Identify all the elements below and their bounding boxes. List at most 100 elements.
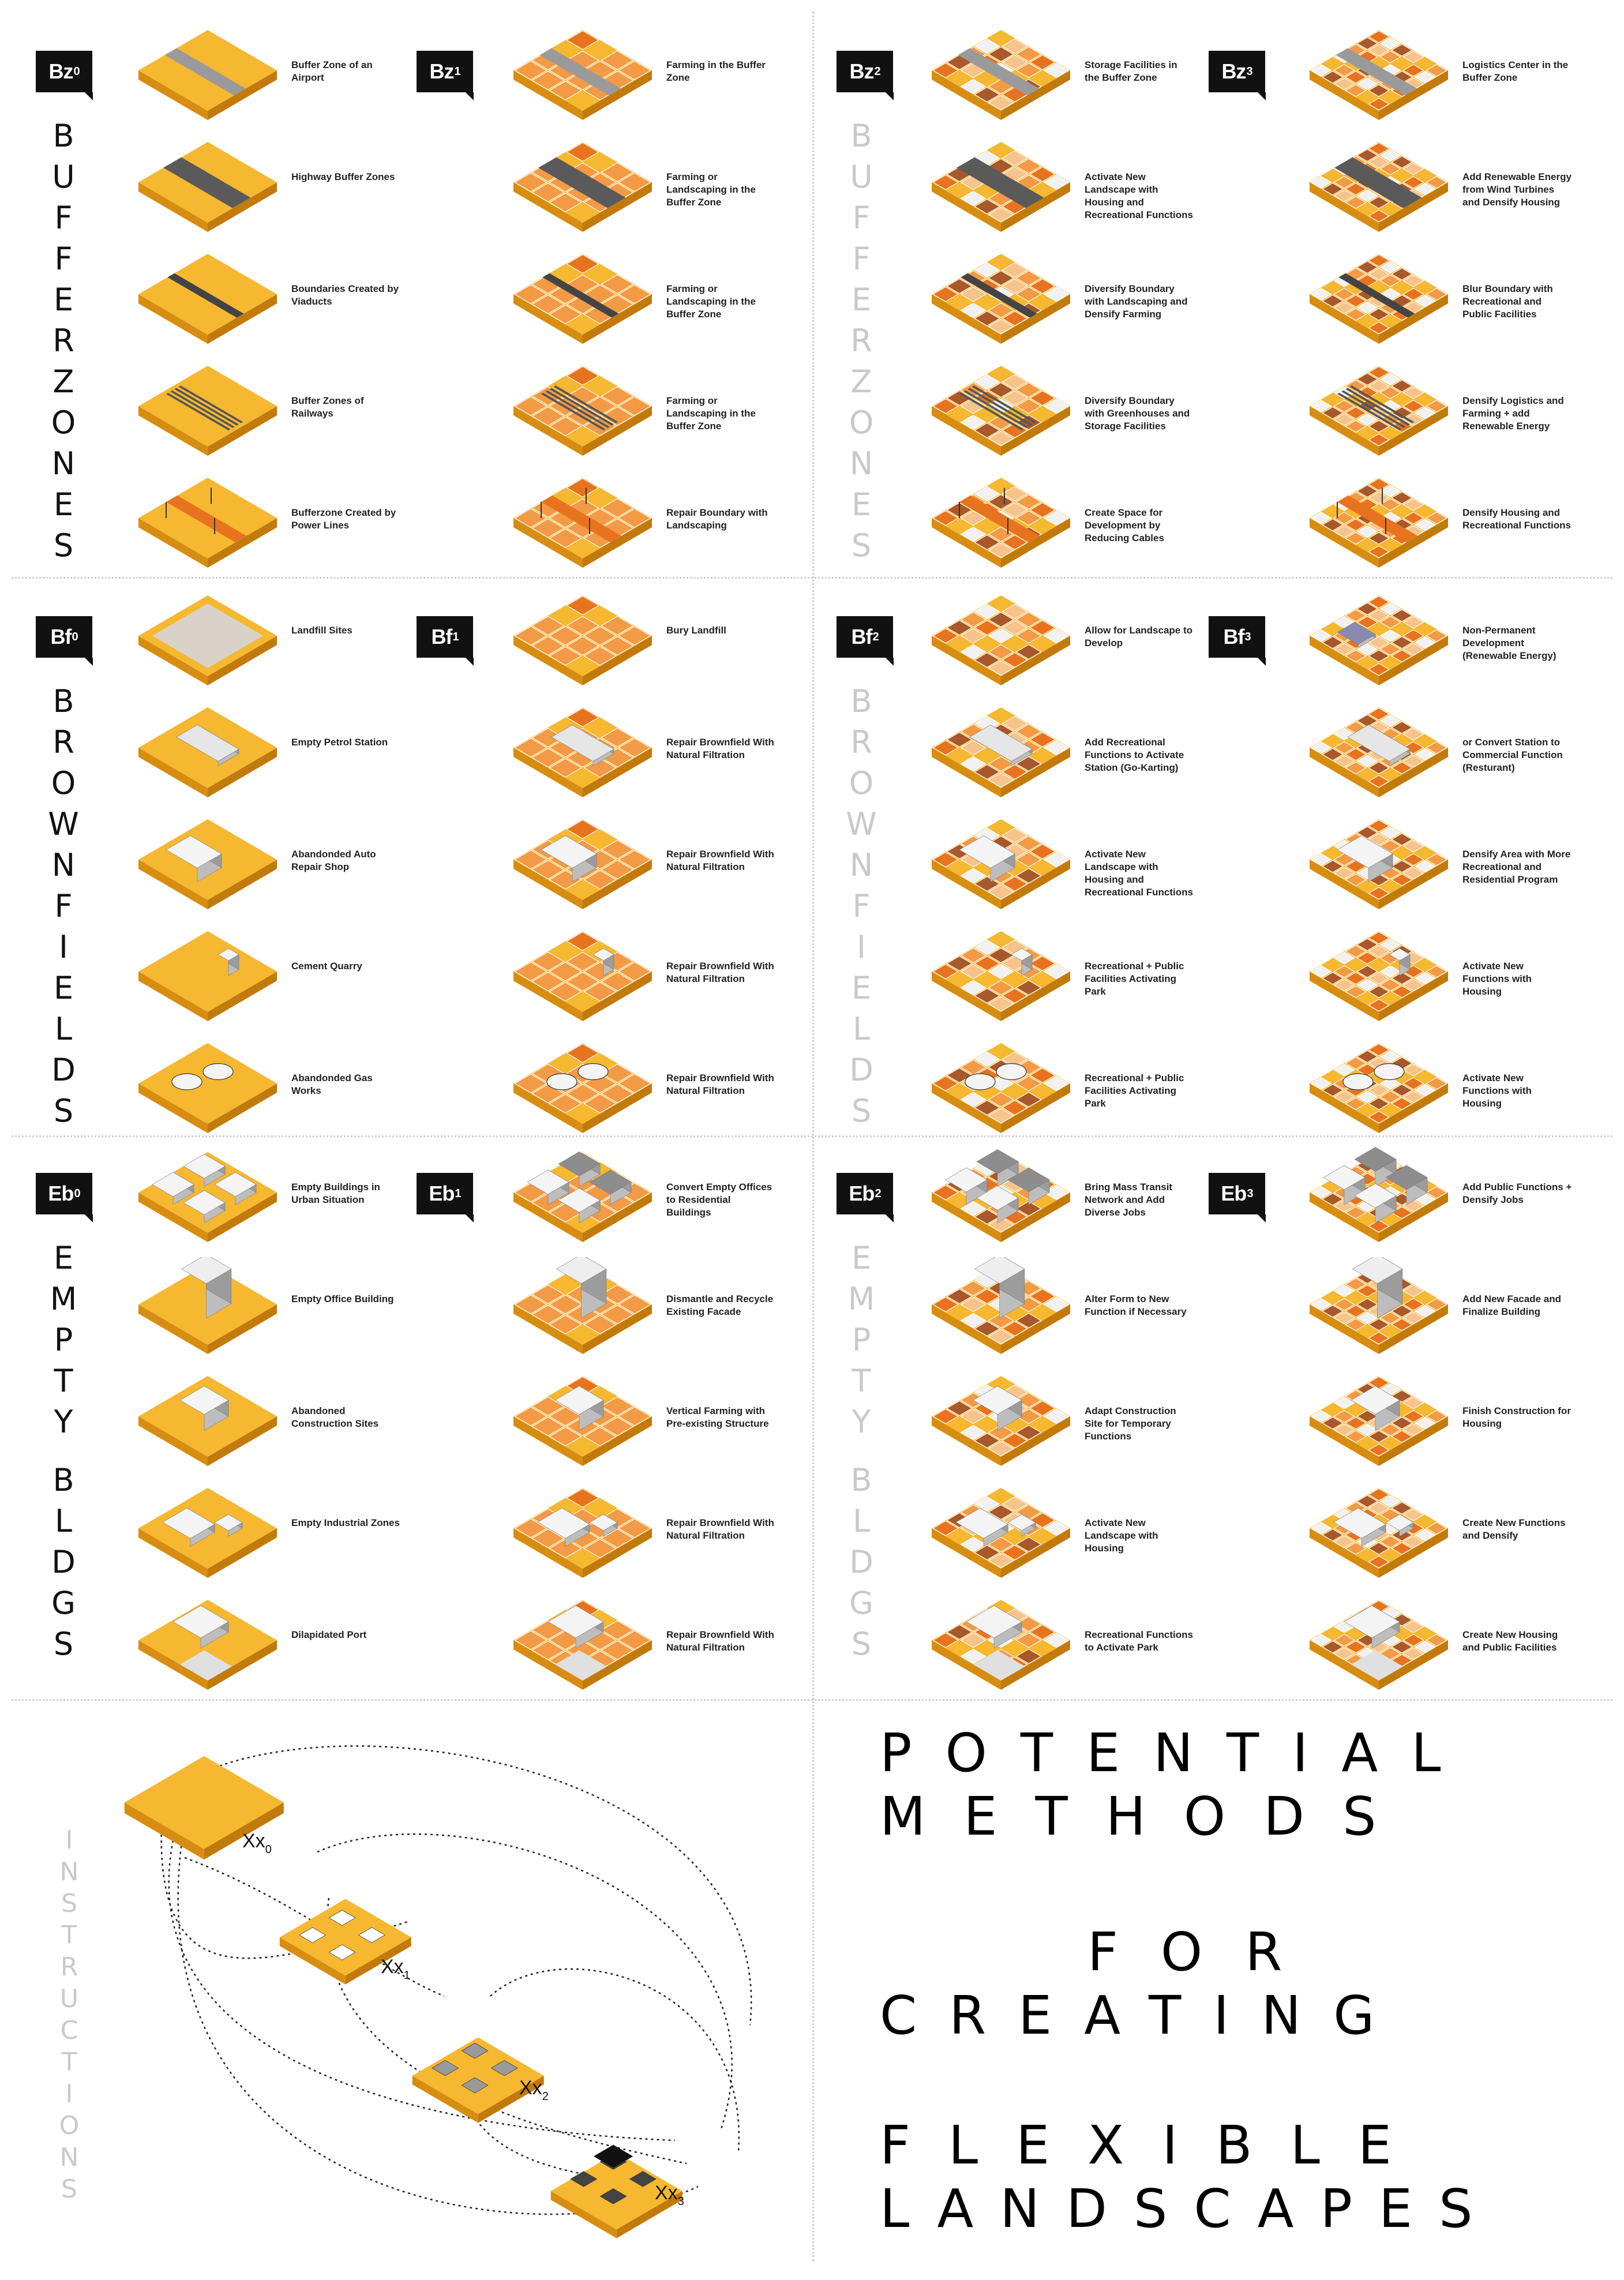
tile-side-right <box>1379 70 1448 120</box>
field-patch <box>1333 189 1355 202</box>
field-patch <box>1043 1296 1070 1312</box>
office-tower <box>1352 1254 1403 1284</box>
field-patch <box>1368 209 1390 223</box>
gas-holder <box>1374 1063 1405 1081</box>
field-patch <box>1368 833 1390 846</box>
field-patch <box>1345 308 1367 321</box>
tile-caption: Adapt Construction Site for Temporary Fu… <box>1085 1405 1176 1442</box>
tile-side-right <box>1001 1416 1070 1466</box>
field-patch <box>514 738 547 757</box>
tile-quarry-stage-3 <box>1307 924 1457 1034</box>
field-patch <box>1368 609 1390 622</box>
field-patch <box>1379 50 1401 63</box>
field-patch <box>946 1624 973 1640</box>
field-patch <box>1368 762 1390 774</box>
field-patch <box>583 870 617 890</box>
field-patch <box>1310 1522 1332 1535</box>
tile-side-right <box>208 972 277 1021</box>
field-patch <box>1368 44 1390 57</box>
word-letter: S <box>53 1626 74 1662</box>
tile-side-left <box>279 1937 346 1985</box>
field-patch <box>1402 1396 1424 1409</box>
word-letter: E <box>851 282 872 318</box>
field-patch <box>566 972 599 992</box>
tile-caption: Repair Brownfield With Natural Filtratio… <box>666 1072 774 1096</box>
field-patch <box>974 652 1000 668</box>
tile-quarry-stage-0 <box>136 924 286 1034</box>
field-patch <box>1029 1624 1056 1640</box>
tile-caption: Empty Buildings in Urban Situation <box>291 1182 380 1205</box>
field-patch <box>988 1552 1014 1569</box>
field-patch <box>514 61 547 80</box>
field-patch <box>566 951 599 972</box>
field-patch <box>531 972 565 992</box>
tile-svg <box>138 819 277 909</box>
tile-svg <box>932 595 1070 685</box>
tile-construction-stage-0 <box>136 1369 286 1479</box>
field-patch <box>1345 945 1367 958</box>
field-patch <box>618 172 651 192</box>
field-patch <box>988 382 1014 398</box>
field-patch <box>1379 498 1401 511</box>
factory-hall <box>537 1507 590 1539</box>
tile-side-right <box>1001 518 1070 568</box>
port-warehouse <box>172 1605 229 1638</box>
field-patch <box>1426 512 1447 524</box>
field-patch <box>1368 308 1390 321</box>
field-patch <box>974 1100 1000 1116</box>
field-patch <box>1426 1634 1447 1647</box>
field-patch <box>601 1304 634 1325</box>
tile-petrol-stage-1 <box>511 700 661 810</box>
tile-petrol-stage-0 <box>136 700 286 810</box>
tile-top <box>1310 1043 1448 1124</box>
word-letter: O <box>59 2111 80 2140</box>
tile-svg <box>932 366 1070 456</box>
tile-side-right <box>583 1083 652 1133</box>
field-patch <box>1015 158 1042 174</box>
tile-svg <box>1310 1376 1448 1466</box>
field-patch <box>1043 1632 1070 1648</box>
rail-track <box>541 392 606 430</box>
field-patch <box>960 740 987 756</box>
tile-side-left <box>1310 182 1379 232</box>
field-patch <box>1356 301 1378 314</box>
tile-highway-stage-3 <box>1307 135 1457 245</box>
field-patch <box>1368 775 1390 788</box>
field-patch <box>960 868 987 884</box>
field-patch <box>1402 1508 1424 1521</box>
level-block <box>358 1927 385 1943</box>
word-letter: L <box>54 1503 73 1539</box>
field-patch <box>1043 1408 1070 1424</box>
tile-caption: Diversify Boundary with Greenhouses and … <box>1085 395 1190 432</box>
badge-label: Bz <box>48 59 73 83</box>
tile-side-left <box>1310 70 1379 120</box>
field-patch <box>514 508 547 528</box>
title-line-5: FLEXIBLE <box>880 2114 1430 2176</box>
field-patch <box>960 644 987 660</box>
tile-railway-stage-0 <box>136 359 286 468</box>
field-patch <box>531 1528 565 1548</box>
field-patch <box>1356 386 1378 399</box>
tile-caption: Farming in the Buffer Zone <box>666 59 766 83</box>
field-patch <box>1356 189 1378 202</box>
field-patch <box>618 396 651 416</box>
tile-side-left <box>138 1083 208 1133</box>
field-patch <box>1402 1298 1424 1311</box>
field-patch <box>1356 714 1378 727</box>
word-letter: F <box>54 888 73 924</box>
field-patch <box>618 1295 651 1314</box>
rail-track <box>1345 388 1410 426</box>
tile-caption: Add New Facade and Finalize Building <box>1462 1293 1561 1317</box>
field-patch <box>1426 629 1447 642</box>
tile-viaduct-stage-1 <box>511 247 661 357</box>
level-tile-2 <box>412 2037 544 2123</box>
tile-side-left <box>1310 1528 1379 1578</box>
word-letter: E <box>851 1240 872 1276</box>
level-block <box>599 2188 627 2204</box>
port-warehouse <box>1344 1605 1400 1638</box>
port-warehouse <box>966 1605 1022 1638</box>
tile-construction-stage-3 <box>1307 1369 1457 1479</box>
field-patch <box>1402 413 1424 426</box>
field-patch <box>988 1329 1014 1345</box>
tile-port-stage-2 <box>929 1593 1079 1702</box>
